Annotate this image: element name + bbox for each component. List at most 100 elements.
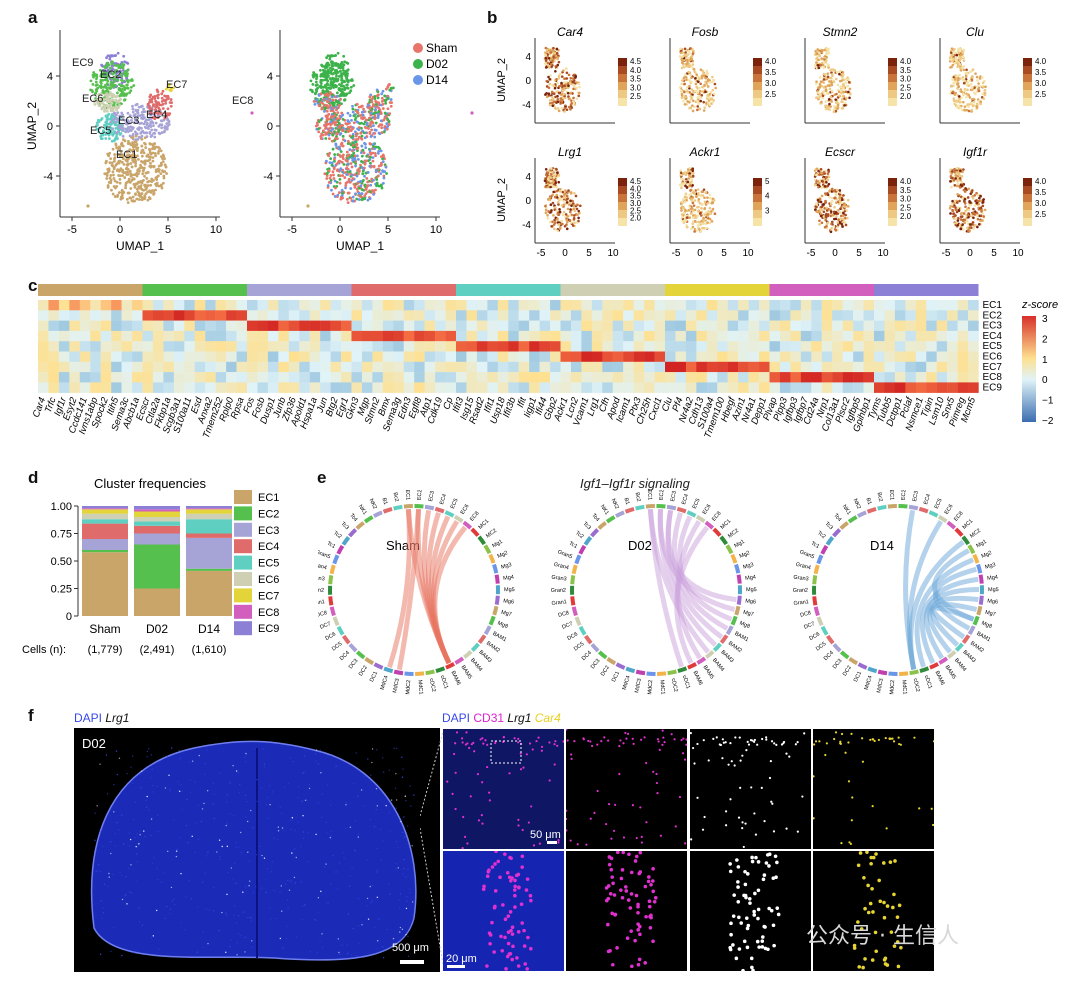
umap-point [359, 180, 363, 183]
umap-point [136, 157, 140, 161]
expression-point [967, 215, 970, 219]
umap-point [169, 86, 173, 90]
expression-point [954, 177, 957, 180]
expression-point [685, 56, 689, 60]
expression-point [703, 106, 706, 109]
expression-point [818, 51, 821, 55]
umap-point [344, 186, 347, 190]
heatmap-cell [236, 300, 248, 311]
heatmap-cell [393, 330, 404, 342]
umap-point [313, 74, 317, 77]
expression-point [706, 196, 709, 199]
expression-point [556, 217, 559, 221]
expression-point [683, 73, 687, 76]
expression-point [547, 92, 551, 95]
umap-point [160, 92, 164, 96]
umap-point [327, 112, 331, 116]
umap-point [322, 85, 325, 89]
colorbar-cell [888, 218, 897, 226]
expression-point [705, 82, 709, 86]
expression-point [836, 221, 840, 224]
expression-point [714, 86, 717, 90]
expression-point [822, 170, 826, 174]
expression-point [702, 100, 706, 104]
expression-point [823, 56, 827, 59]
heatmap-cell [550, 320, 561, 332]
umap-point [363, 194, 367, 198]
umap-point [144, 146, 148, 149]
heatmap-cell [184, 300, 195, 311]
heatmap-cell [800, 300, 812, 311]
heatmap-cell [727, 330, 739, 342]
gene-title: Igf1r [963, 145, 988, 159]
heatmap-cell [79, 330, 91, 342]
expression-point [815, 205, 818, 209]
colorbar-cell [618, 74, 627, 82]
expression-point [544, 56, 548, 60]
umap-point [172, 86, 175, 90]
umap-point [374, 99, 378, 103]
colorbar-cell [753, 186, 762, 194]
umap-point [116, 51, 120, 55]
umap-point [324, 127, 327, 130]
expression-point [956, 178, 960, 181]
expression-point [710, 80, 714, 84]
umap-point [366, 198, 370, 202]
heatmap-cell [800, 320, 812, 332]
expression-point [983, 93, 987, 97]
heatmap-cell [665, 300, 676, 311]
expression-point [954, 173, 957, 177]
row-label: EC3 [983, 321, 1003, 332]
umap-point [370, 189, 374, 192]
umap-point [327, 137, 331, 140]
cluster-label: EC8 [232, 95, 253, 107]
heatmap-cell [602, 300, 613, 311]
umap-point [120, 111, 124, 115]
expression-point [702, 226, 706, 230]
expression-point [564, 189, 567, 192]
heatmap-cell [194, 300, 206, 311]
umap-point [381, 169, 384, 173]
expression-point [578, 91, 581, 95]
umap-point [318, 68, 322, 72]
umap-point [333, 113, 337, 117]
umap-point [110, 139, 114, 143]
expression-point [560, 107, 564, 110]
expression-point [828, 195, 831, 199]
umap-point [319, 78, 323, 82]
umap-point [369, 155, 372, 159]
row-label: EC4 [983, 331, 1003, 342]
expression-point [571, 199, 574, 203]
expression-point [952, 84, 956, 87]
umap-point [338, 147, 342, 151]
expression-point [566, 215, 570, 218]
umap-point [154, 188, 157, 192]
umap-point [332, 173, 335, 177]
expression-point [549, 185, 552, 189]
y-tick-label: 4 [525, 172, 531, 183]
expression-point [695, 73, 699, 76]
umap-point [94, 124, 98, 128]
umap-point [161, 157, 164, 161]
expression-point [983, 208, 987, 212]
expression-point [842, 194, 845, 197]
expression-point [711, 75, 714, 79]
heatmap-cell [706, 330, 718, 342]
heatmap-cell [445, 330, 457, 342]
umap-point [316, 86, 320, 90]
umap-point [140, 137, 144, 141]
umap-point [326, 90, 330, 93]
expression-point [567, 203, 571, 206]
expression-point [544, 208, 548, 212]
expression-point [966, 213, 970, 217]
expression-point [556, 81, 559, 85]
umap-point [351, 107, 355, 111]
umap-point [329, 91, 332, 94]
expression-point [693, 70, 696, 73]
umap-point [156, 96, 160, 100]
umap-point [161, 107, 165, 110]
colorbar-label: 4 [765, 192, 770, 201]
expression-point [560, 93, 563, 96]
heatmap-cell [341, 330, 352, 342]
expression-point [688, 86, 691, 90]
